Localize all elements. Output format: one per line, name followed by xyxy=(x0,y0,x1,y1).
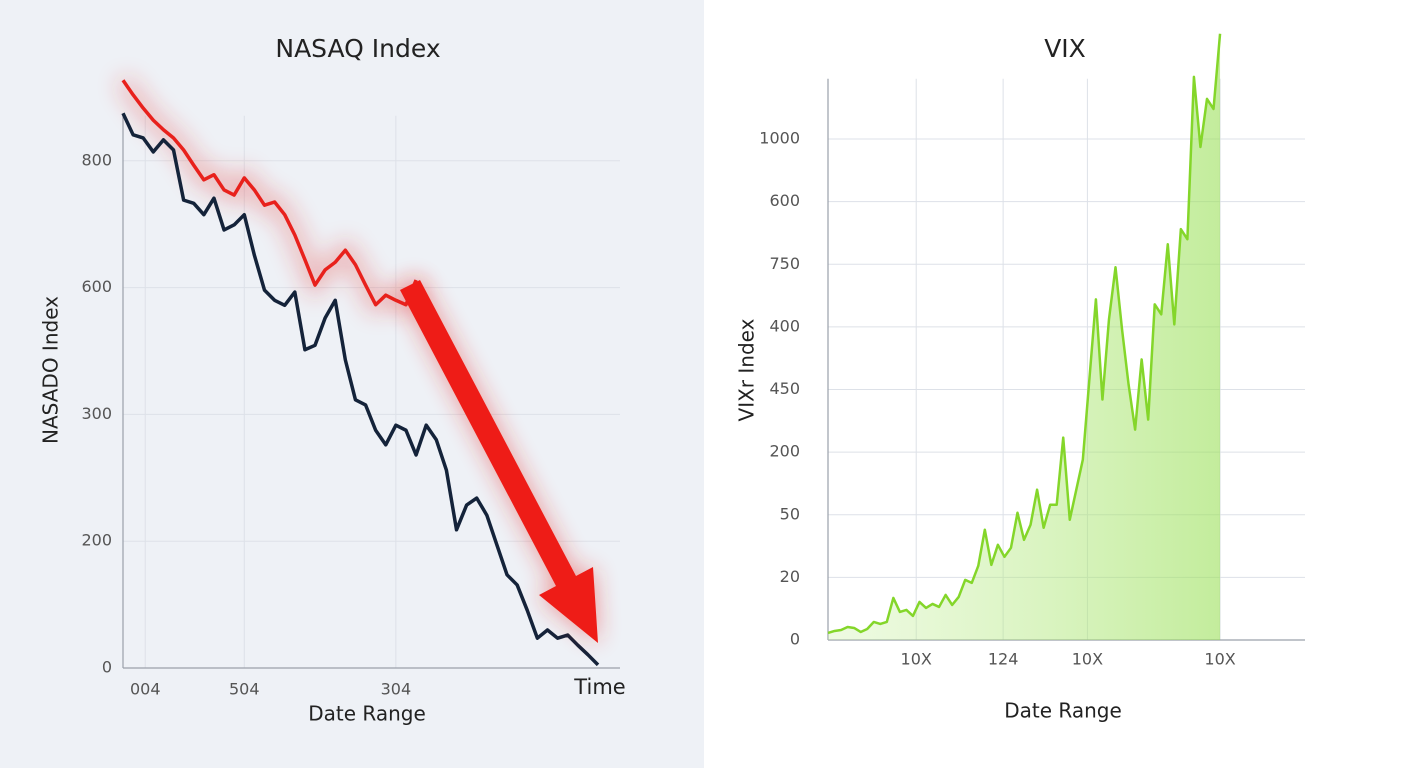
chart-title: NASAQ Index xyxy=(275,34,440,63)
y-tick-label: 400 xyxy=(769,316,800,335)
x-tick-label: 10X xyxy=(901,650,932,669)
x-tick-label: 10X xyxy=(1204,650,1235,669)
chart-vix: 10X 124 10X 10X 0 20 50 200 450 400 750 600 1000 VIX D… xyxy=(735,33,1305,723)
line xyxy=(121,112,600,667)
y-tick-label: 50 xyxy=(780,504,800,523)
x-tick-label: 504 xyxy=(229,680,260,699)
area xyxy=(828,33,1221,641)
y-tick-label: 750 xyxy=(769,254,800,273)
x-tick-label: 124 xyxy=(988,650,1019,669)
arrow xyxy=(400,280,598,643)
y-tick-label: 20 xyxy=(780,567,800,586)
y-tick-label: 0 xyxy=(102,658,112,677)
y-tick-label: 800 xyxy=(81,150,112,169)
y-axis-label: VIXr Index xyxy=(735,318,759,421)
chart-title: VIX xyxy=(1044,34,1086,63)
right-panel xyxy=(704,0,1408,768)
x-tick-label: 304 xyxy=(381,680,412,699)
y-tick-label: 200 xyxy=(81,531,112,550)
y-tick-label: 300 xyxy=(81,404,112,423)
x-axis-label: Date Range xyxy=(1004,699,1122,723)
line xyxy=(121,79,418,307)
y-tick-label: 1000 xyxy=(759,129,800,148)
x-tick-label: 004 xyxy=(130,680,161,699)
x-end-label: Time xyxy=(573,675,625,699)
x-axis-label: Date Range xyxy=(308,702,426,726)
chart-nasdaq: 004 504 304 0 200 300 600 800 NASAQ Index Date Ra… xyxy=(39,34,626,726)
line xyxy=(827,33,1222,635)
y-axis-label: NASADO Index xyxy=(39,296,63,444)
x-tick-label: 10X xyxy=(1072,650,1103,669)
y-tick-label: 450 xyxy=(769,379,800,398)
y-tick-label: 200 xyxy=(769,442,800,461)
y-tick-label: 600 xyxy=(81,277,112,296)
y-tick-label: 0 xyxy=(790,630,800,649)
trend-arrow xyxy=(400,280,598,643)
y-tick-label: 600 xyxy=(769,191,800,210)
